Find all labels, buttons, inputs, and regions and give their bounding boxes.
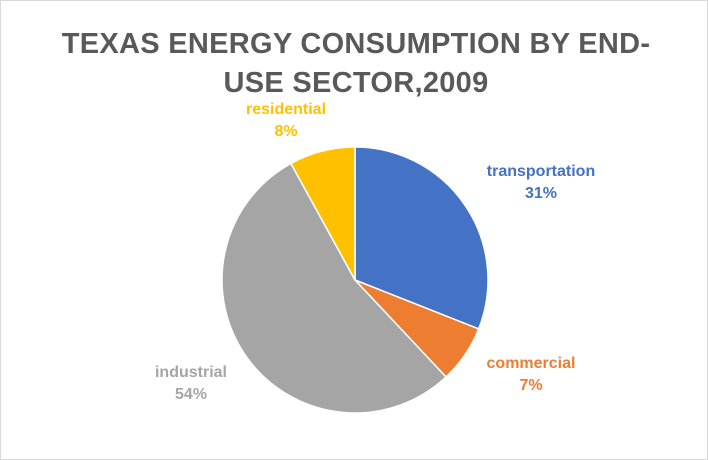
slice-percent-industrial: 54% — [174, 386, 208, 403]
slice-label-transportation: transportation 31% — [471, 161, 611, 205]
slice-name-commercial: commercial — [486, 355, 576, 372]
slice-percent-transportation: 31% — [524, 185, 558, 202]
slice-label-commercial: commercial 7% — [466, 353, 596, 397]
slice-name-residential: residential — [245, 101, 327, 118]
slice-percent-commercial: 7% — [519, 377, 543, 394]
pie-slice-transportation — [354, 146, 489, 330]
pie-slice-industrial — [221, 162, 448, 414]
slice-label-industrial: industrial 54% — [131, 362, 251, 406]
slice-percent-residential: 8% — [274, 123, 298, 140]
chart-title: TEXAS ENERGY CONSUMPTION BY END-USE SECT… — [61, 28, 651, 99]
slice-name-industrial: industrial — [154, 364, 227, 381]
slice-label-residential: residential 8% — [226, 99, 346, 143]
pie-slice-residential — [289, 146, 356, 281]
slice-name-transportation: transportation — [486, 163, 596, 180]
